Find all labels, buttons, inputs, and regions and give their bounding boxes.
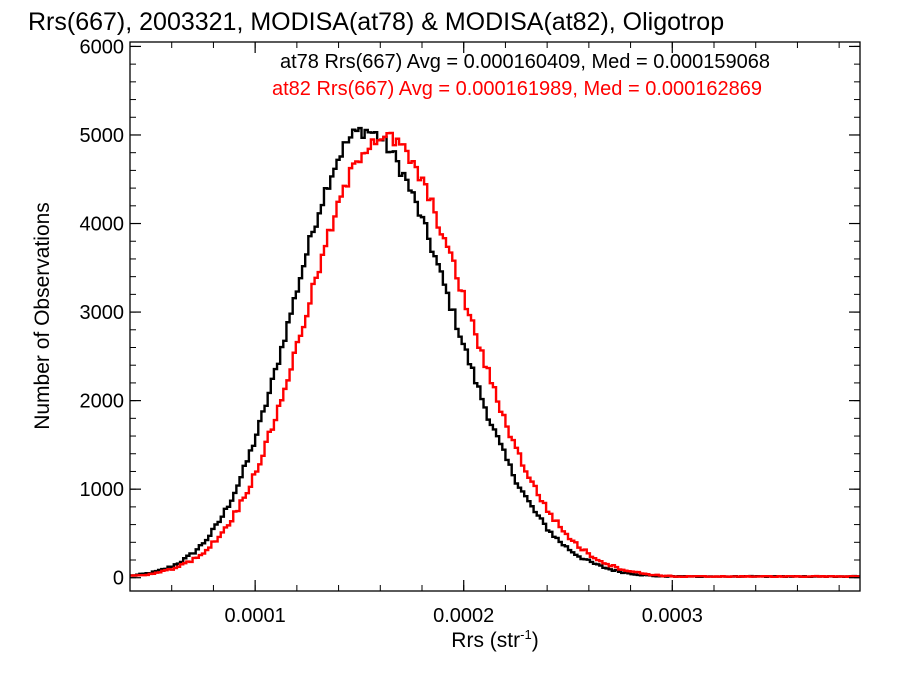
y-tick-label: 3000	[80, 302, 125, 324]
x-axis-label-superscript: -1	[520, 627, 532, 642]
plot-frame	[129, 41, 861, 592]
legend-entry-at82: at82 Rrs(667) Avg = 0.000161989, Med = 0…	[272, 78, 762, 100]
x-axis-label-close: )	[532, 629, 539, 652]
series-line-at82	[130, 131, 861, 579]
x-tick-label: 0.0003	[642, 605, 703, 627]
series-layer	[130, 126, 861, 579]
y-tick-label: 0	[113, 568, 124, 590]
tick-labels: 0.0001 0.0002 0.0003 0 1000 2000 3000 4000 5000 6…	[80, 36, 703, 627]
legend-entry-at78: at78 Rrs(667) Avg = 0.000160409, Med = 0…	[280, 51, 770, 73]
x-tick-label: 0.0001	[225, 605, 286, 627]
y-tick-label: 6000	[80, 36, 125, 58]
y-tick-label: 4000	[80, 214, 125, 236]
axis-ticks	[129, 42, 860, 591]
y-tick-label: 5000	[80, 125, 125, 147]
x-tick-label: 0.0002	[433, 605, 494, 627]
y-axis-label: Number of Observations	[31, 202, 54, 430]
chart-title: Rrs(667), 2003321, MODISA(at78) & MODISA…	[28, 8, 724, 36]
x-axis-label: Rrs (str-1)	[451, 627, 538, 652]
x-axis-label-main: Rrs (str	[451, 629, 520, 652]
y-tick-label: 1000	[80, 479, 125, 501]
y-tick-label: 2000	[80, 391, 125, 413]
